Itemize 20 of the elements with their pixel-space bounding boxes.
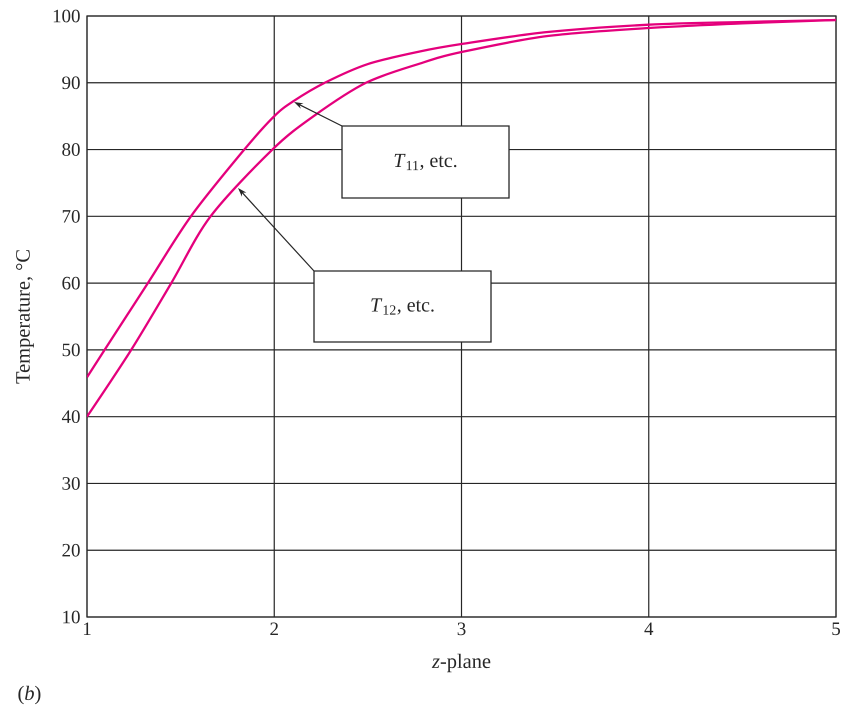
- y-tick-label: 10: [63, 610, 80, 624]
- annotation: T$_{11}$, etc.: [394, 154, 456, 170]
- annotation: T$_{12}$, etc.: [371, 298, 434, 315]
- y-tick-label: 100: [54, 10, 80, 22]
- y-tick-label: 80: [62, 143, 80, 156]
- y-tick-label: 20: [62, 544, 80, 557]
- x-tick-label: 2: [270, 622, 278, 636]
- y-tick-label: 60: [62, 276, 80, 290]
- y-tick-label: 90: [62, 76, 80, 90]
- x-tick-label: 3: [458, 622, 466, 636]
- y-tick-label: 50: [62, 344, 80, 356]
- x-tick-label: 4: [644, 622, 654, 635]
- y-tick-label: 70: [62, 210, 80, 223]
- y-tick-label: 40: [62, 410, 80, 424]
- y-tick-label: 30: [62, 477, 80, 490]
- x-tick-label: 5: [832, 622, 840, 636]
- y-axis-title: Temperature, °C: [16, 250, 34, 384]
- x-tick-label: 1: [84, 622, 91, 636]
- x-axis-title: z-plane: [432, 654, 490, 672]
- text: (b): [18, 686, 40, 704]
